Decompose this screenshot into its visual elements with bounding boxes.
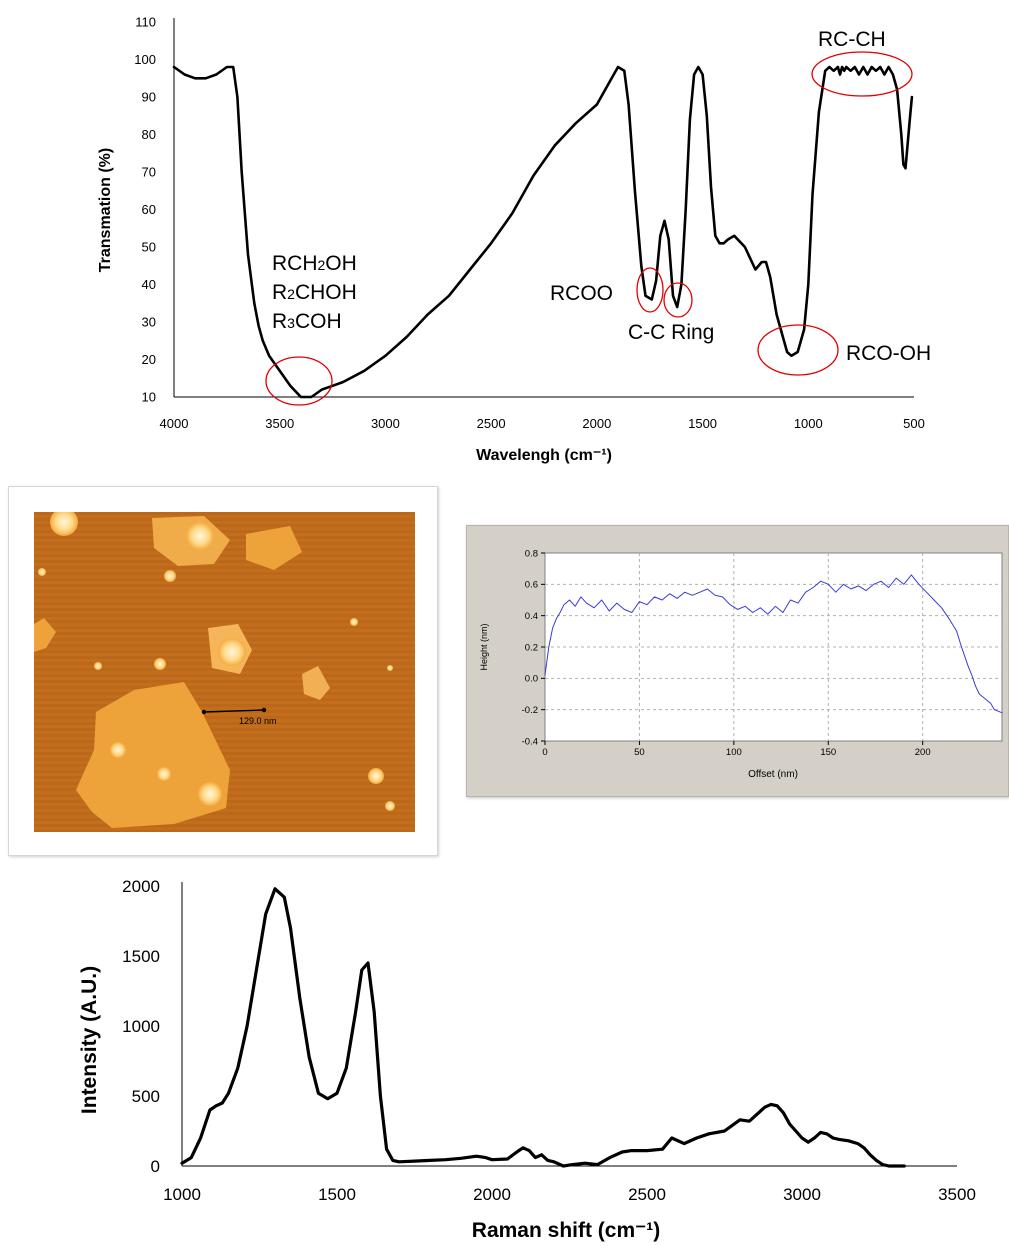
height-profile-frame: -0.4 -0.2 0.0 0.2 0.4 0.6 0.8 0 50 100 150 200 Hei…	[466, 525, 1009, 797]
profile-y-tick-label: 0.8	[525, 548, 538, 559]
ellipse-rcoo	[636, 267, 664, 313]
ftir-x-tick-label: 3500	[265, 416, 294, 431]
ftir-y-tick-label: 30	[142, 315, 156, 330]
profile-y-tick-label: 0.6	[525, 580, 538, 591]
profile-x-tick-label: 100	[726, 747, 742, 758]
ftir-y-tick-label: 90	[142, 90, 156, 105]
afm-scale-line	[203, 709, 265, 713]
raman-y-label: Intensity (A.U.)	[78, 966, 101, 1114]
profile-y-tick-label: 0.0	[525, 674, 538, 685]
annotation-r2choh: R2CHOH	[272, 281, 357, 304]
raman-x-tick-label: 1000	[163, 1185, 201, 1204]
profile-y-tick-label: 0.2	[525, 642, 538, 653]
height-profile-chart: -0.4 -0.2 0.0 0.2 0.4 0.6 0.8 0 50 100 150 200 Hei…	[479, 548, 1003, 780]
annotation-rco-oh: RCO-OH	[846, 342, 931, 365]
afm-flake-edge	[34, 618, 56, 652]
afm-flake-right	[302, 666, 330, 700]
ftir-y-tick-label: 10	[142, 390, 156, 405]
annotation-rch2oh: RCH2OH	[272, 252, 357, 275]
afm-flake-large	[76, 682, 230, 828]
ftir-x-tick-label: 1500	[688, 416, 717, 431]
raman-axes	[181, 882, 957, 1167]
raman-y-tick-label: 0	[151, 1157, 160, 1176]
profile-x-tick-label: 0	[542, 747, 547, 758]
afm-scale-label: 129.0 nm	[239, 716, 277, 726]
profile-y-tick-label: 0.4	[525, 611, 538, 622]
raman-y-tick-label: 1500	[122, 947, 160, 966]
raman-x-tick-label: 2000	[473, 1185, 511, 1204]
raman-y-tick-label: 500	[132, 1087, 160, 1106]
afm-image-frame: 129.0 nm	[8, 486, 438, 856]
profile-y-tick-label: -0.4	[522, 736, 538, 747]
profile-series	[544, 574, 1003, 714]
ellipse-rco-oh	[757, 324, 839, 376]
ftir-series	[172, 65, 914, 399]
profile-y-tick-label: -0.2	[522, 705, 538, 716]
raman-chart: 0 500 1000 1500 2000 1000 1500 2000 2500 3000 350…	[78, 877, 976, 1242]
ftir-y-tick-label: 110	[135, 15, 156, 30]
profile-x-ticks: 0 50 100 150 200	[542, 741, 931, 758]
profile-y-ticks: -0.4 -0.2 0.0 0.2 0.4 0.6 0.8	[522, 548, 545, 747]
annotation-rcoo: RCOO	[550, 282, 613, 305]
ftir-y-tick-label: 80	[142, 127, 156, 142]
raman-series-line	[180, 887, 906, 1168]
ftir-x-tick-label: 2000	[582, 416, 611, 431]
ftir-axes	[173, 18, 914, 398]
ftir-y-tick-label: 70	[142, 165, 156, 180]
raman-x-tick-label: 1500	[318, 1185, 356, 1204]
ftir-x-label: Wavelengh (cm⁻¹)	[476, 447, 612, 464]
raman-series	[180, 887, 906, 1168]
raman-y-tick-label: 1000	[122, 1017, 160, 1036]
profile-x-tick-label: 50	[634, 747, 645, 758]
profile-x-tick-label: 200	[915, 747, 931, 758]
ftir-y-tick-label: 40	[142, 277, 156, 292]
raman-x-ticks: 1000 1500 2000 2500 3000 3500	[163, 1185, 976, 1204]
profile-series-line	[544, 574, 1003, 714]
profile-y-label: Height (nm)	[479, 623, 489, 670]
ellipse-cc-ring	[663, 282, 693, 318]
profile-x-label: Offset (nm)	[748, 769, 798, 780]
afm-flake-top-right	[246, 526, 302, 570]
ftir-x-ticks: 4000 3500 3000 2500 2000 1500 1000 500	[160, 416, 925, 431]
ftir-series-line	[172, 65, 914, 399]
ellipse-rc-ch	[811, 51, 913, 97]
annotation-cc-ring: C-C Ring	[628, 321, 714, 344]
ftir-x-tick-label: 2500	[477, 416, 506, 431]
raman-x-tick-label: 2500	[628, 1185, 666, 1204]
ellipse-rch2oh	[265, 356, 333, 406]
ftir-y-tick-label: 50	[142, 240, 156, 255]
ftir-y-tick-label: 100	[134, 52, 156, 67]
ftir-y-tick-label: 60	[142, 202, 156, 217]
ftir-x-tick-label: 3000	[371, 416, 400, 431]
raman-x-label: Raman shift (cm⁻¹)	[472, 1219, 660, 1242]
raman-y-ticks: 0 500 1000 1500 2000	[122, 877, 160, 1176]
raman-x-tick-label: 3000	[783, 1185, 821, 1204]
raman-y-tick-label: 2000	[122, 877, 160, 896]
profile-x-tick-label: 150	[820, 747, 836, 758]
ftir-x-tick-label: 4000	[160, 416, 189, 431]
raman-x-tick-label: 3500	[938, 1185, 976, 1204]
ftir-y-label: Transmation (%)	[97, 148, 114, 272]
ftir-x-tick-label: 500	[903, 416, 925, 431]
ftir-x-tick-label: 1000	[794, 416, 823, 431]
ftir-chart: 10 20 30 40 50 60 70 80 90 100 110 4000 3500 3000 250…	[97, 15, 931, 464]
ftir-y-ticks: 10 20 30 40 50 60 70 80 90 100 110	[134, 15, 156, 405]
profile-grid	[545, 553, 1002, 741]
ftir-annotations: RCH2OH R2CHOH R3COH RCOO C-C Ring RC-CH …	[265, 28, 931, 406]
annotation-rc-ch: RC-CH	[818, 28, 886, 51]
afm-image: 129.0 nm	[34, 512, 415, 832]
annotation-r3coh: R3COH	[272, 310, 342, 333]
ftir-y-tick-label: 20	[142, 352, 156, 367]
